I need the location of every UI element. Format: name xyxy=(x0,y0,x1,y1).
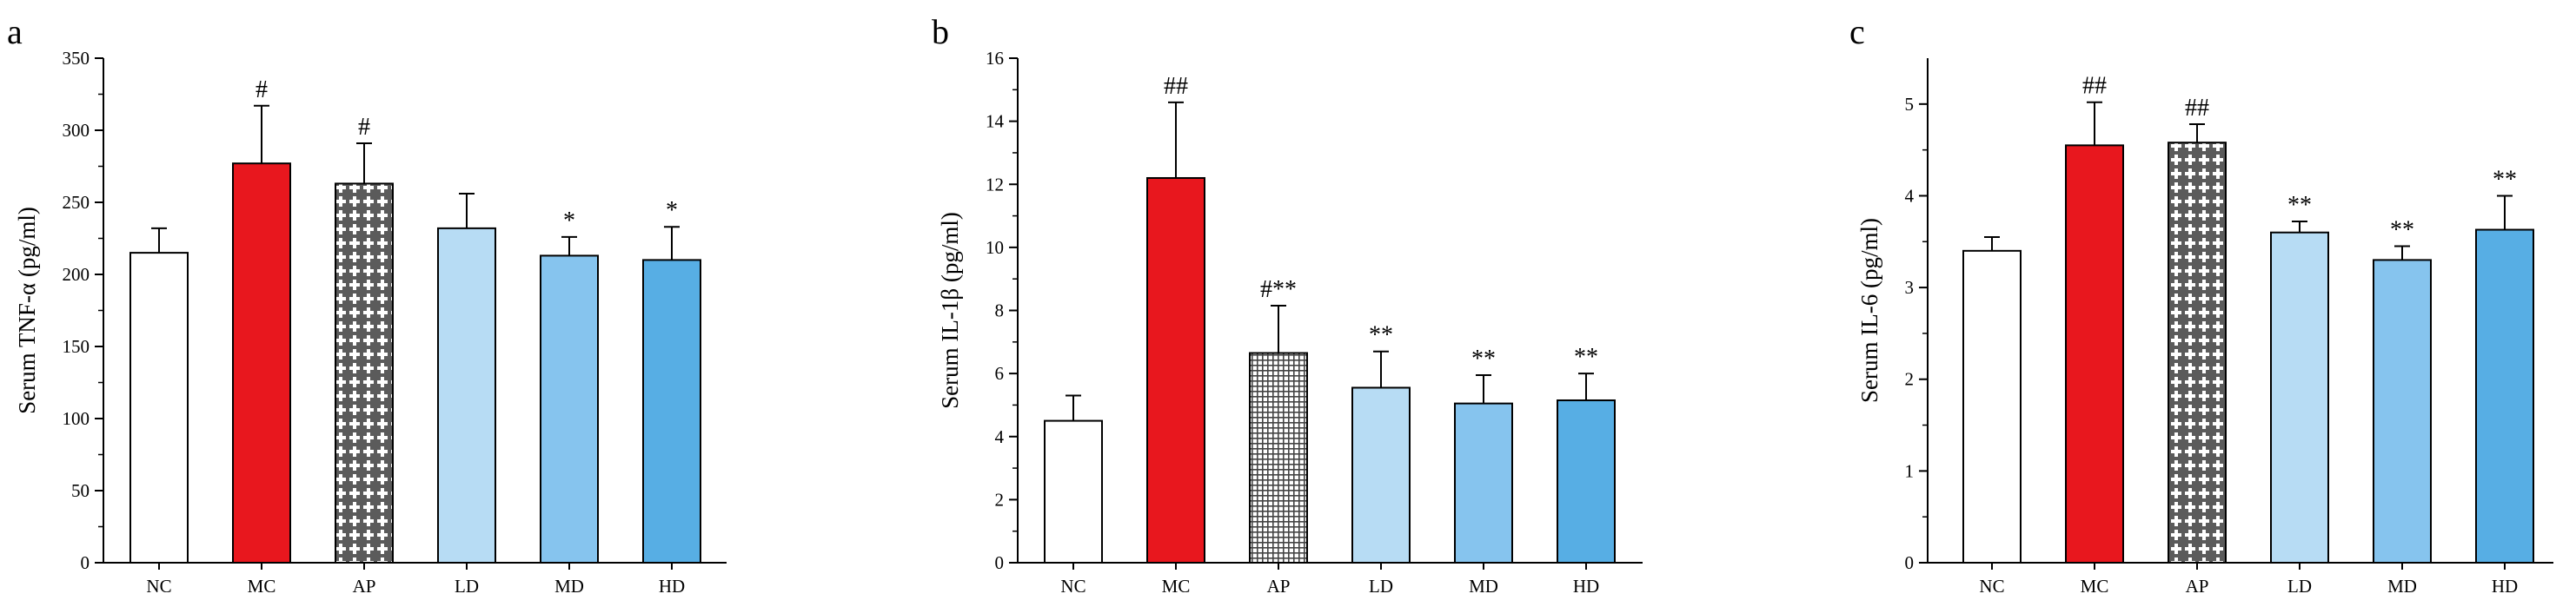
y-axis-title: Serum IL-1β (pg/ml) xyxy=(937,212,963,409)
y-axis-title: Serum TNF-α (pg/ml) xyxy=(14,207,40,414)
significance-label-MD: ** xyxy=(1471,346,1496,373)
bar-MC xyxy=(1147,178,1205,563)
y-tick-label: 10 xyxy=(986,237,1004,258)
y-tick-label: 3 xyxy=(1905,277,1915,298)
y-tick-label: 14 xyxy=(986,111,1005,132)
bar-MC xyxy=(2066,145,2123,563)
bar-NC xyxy=(1963,251,2021,563)
significance-label-LD: ** xyxy=(1369,322,1393,349)
bar-NC xyxy=(130,253,188,563)
significance-label-HD: * xyxy=(666,197,678,224)
category-label-HD: HD xyxy=(2492,576,2518,597)
bar-MD xyxy=(2374,260,2431,563)
bar-AP xyxy=(335,183,393,563)
category-label-AP: AP xyxy=(2186,576,2209,597)
chart-panel-a: a Serum TNF-α (pg/ml) 0 50 100 150 200 250 300 35… xyxy=(7,12,727,597)
category-label-NC: NC xyxy=(1060,576,1086,597)
significance-label-MD: * xyxy=(563,208,575,234)
y-tick-label: 0 xyxy=(1905,552,1915,573)
y-tick-label: 8 xyxy=(995,300,1005,321)
significance-label-AP: ## xyxy=(2185,95,2209,122)
category-label-AP: AP xyxy=(353,576,376,597)
significance-label-MC: # xyxy=(256,76,268,103)
category-label-LD: LD xyxy=(455,576,479,597)
significance-label-AP: # xyxy=(358,114,370,141)
category-label-MC: MC xyxy=(1162,576,1191,597)
bar-MD xyxy=(1455,404,1512,563)
category-label-HD: HD xyxy=(659,576,685,597)
bar-MD xyxy=(541,255,598,563)
y-tick-label: 200 xyxy=(63,264,90,285)
y-axis-title: Serum IL-6 (pg/ml) xyxy=(1856,218,1882,403)
category-label-MC: MC xyxy=(2081,576,2109,597)
significance-label-MC: ## xyxy=(2082,73,2107,100)
y-tick-label: 350 xyxy=(63,48,90,69)
y-tick-label: 16 xyxy=(986,48,1004,69)
panel-letter: a xyxy=(7,12,23,51)
significance-label-HD: ** xyxy=(1574,344,1598,371)
bar-HD xyxy=(643,260,700,563)
y-tick-label: 150 xyxy=(63,336,90,357)
bar-HD xyxy=(2476,230,2533,563)
category-label-MD: MD xyxy=(2387,576,2417,597)
y-tick-label: 250 xyxy=(63,192,90,213)
category-label-HD: HD xyxy=(1573,576,1599,597)
category-label-NC: NC xyxy=(146,576,171,597)
y-tick-label: 1 xyxy=(1905,460,1915,481)
significance-label-MC: ## xyxy=(1164,73,1188,100)
y-tick-label: 6 xyxy=(995,363,1005,384)
chart-panel-c: c Serum IL-6 (pg/ml) 0 1 2 3 4 5 NC MC ## AP ## LD ** M… xyxy=(1849,12,2553,597)
bar-MC xyxy=(233,163,290,563)
category-label-LD: LD xyxy=(1369,576,1393,597)
bar-AP xyxy=(2168,142,2226,563)
bar-HD xyxy=(1557,400,1615,563)
panel-letter: b xyxy=(932,12,949,51)
category-label-MC: MC xyxy=(248,576,276,597)
significance-label-MD: ** xyxy=(2390,217,2414,244)
bar-LD xyxy=(1352,387,1410,563)
panel-letter: c xyxy=(1849,12,1865,51)
bar-NC xyxy=(1045,421,1102,563)
y-tick-label: 100 xyxy=(63,408,90,429)
significance-label-AP: #** xyxy=(1260,276,1297,303)
y-tick-label: 5 xyxy=(1905,94,1915,115)
y-tick-label: 4 xyxy=(995,426,1005,447)
category-label-LD: LD xyxy=(2287,576,2312,597)
category-label-MD: MD xyxy=(1469,576,1498,597)
bar-AP xyxy=(1250,353,1307,563)
chart-panel-b: b Serum IL-1β (pg/ml) 0 2 4 6 8 10 12 14 16 NC MC ## A… xyxy=(932,12,1643,597)
figure-canvas: aSerum TNF-α (pg/ml)05010015020025030035… xyxy=(0,0,2576,607)
category-label-NC: NC xyxy=(1979,576,2004,597)
y-tick-label: 2 xyxy=(995,489,1005,510)
significance-label-LD: ** xyxy=(2287,192,2312,219)
bar-LD xyxy=(438,228,495,563)
y-tick-label: 0 xyxy=(81,552,90,573)
y-tick-label: 12 xyxy=(986,174,1004,195)
category-label-AP: AP xyxy=(1267,576,1291,597)
y-tick-label: 2 xyxy=(1905,369,1915,390)
y-tick-label: 0 xyxy=(995,552,1005,573)
y-tick-label: 4 xyxy=(1905,185,1915,206)
category-label-MD: MD xyxy=(554,576,584,597)
significance-label-HD: ** xyxy=(2493,166,2517,193)
y-tick-label: 300 xyxy=(63,120,90,141)
bar-LD xyxy=(2271,233,2328,563)
y-tick-label: 50 xyxy=(71,480,90,501)
